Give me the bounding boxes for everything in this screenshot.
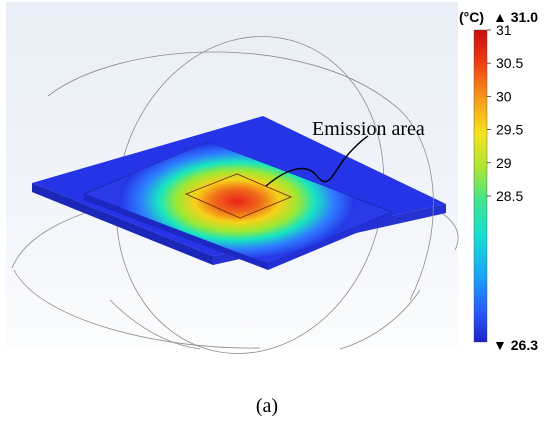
figure-caption: (a) bbox=[256, 395, 278, 417]
emission-area-outline bbox=[184, 173, 293, 219]
emission-area-label: Emission area bbox=[312, 118, 425, 140]
inner-layer-side-right bbox=[268, 212, 392, 270]
inner-layer-side bbox=[84, 194, 268, 270]
colorbar-tick-label: 30 bbox=[496, 88, 512, 104]
colorbar-tick-label: 29.5 bbox=[496, 122, 523, 138]
colorbar-max-label: ▲ 31.0 bbox=[493, 9, 538, 25]
annotation-leader-line bbox=[265, 135, 369, 187]
colorbar bbox=[473, 29, 488, 343]
colorbar-tick-label: 29 bbox=[496, 155, 512, 171]
colorbar-tick-label: 28.5 bbox=[496, 188, 523, 204]
colorbar-unit: (°C) bbox=[459, 9, 484, 25]
wireframe-foreground bbox=[13, 51, 434, 350]
colorbar-min-label: ▼ 26.3 bbox=[493, 337, 538, 353]
plate-side-left bbox=[32, 183, 213, 265]
colorbar-tick-label: 31 bbox=[496, 22, 512, 38]
colorbar-ticks: 31 30.5 30 29.5 29 28.5 bbox=[487, 22, 523, 204]
caption-text: (a) bbox=[256, 395, 278, 417]
colorbar-tick-label: 30.5 bbox=[496, 55, 523, 71]
